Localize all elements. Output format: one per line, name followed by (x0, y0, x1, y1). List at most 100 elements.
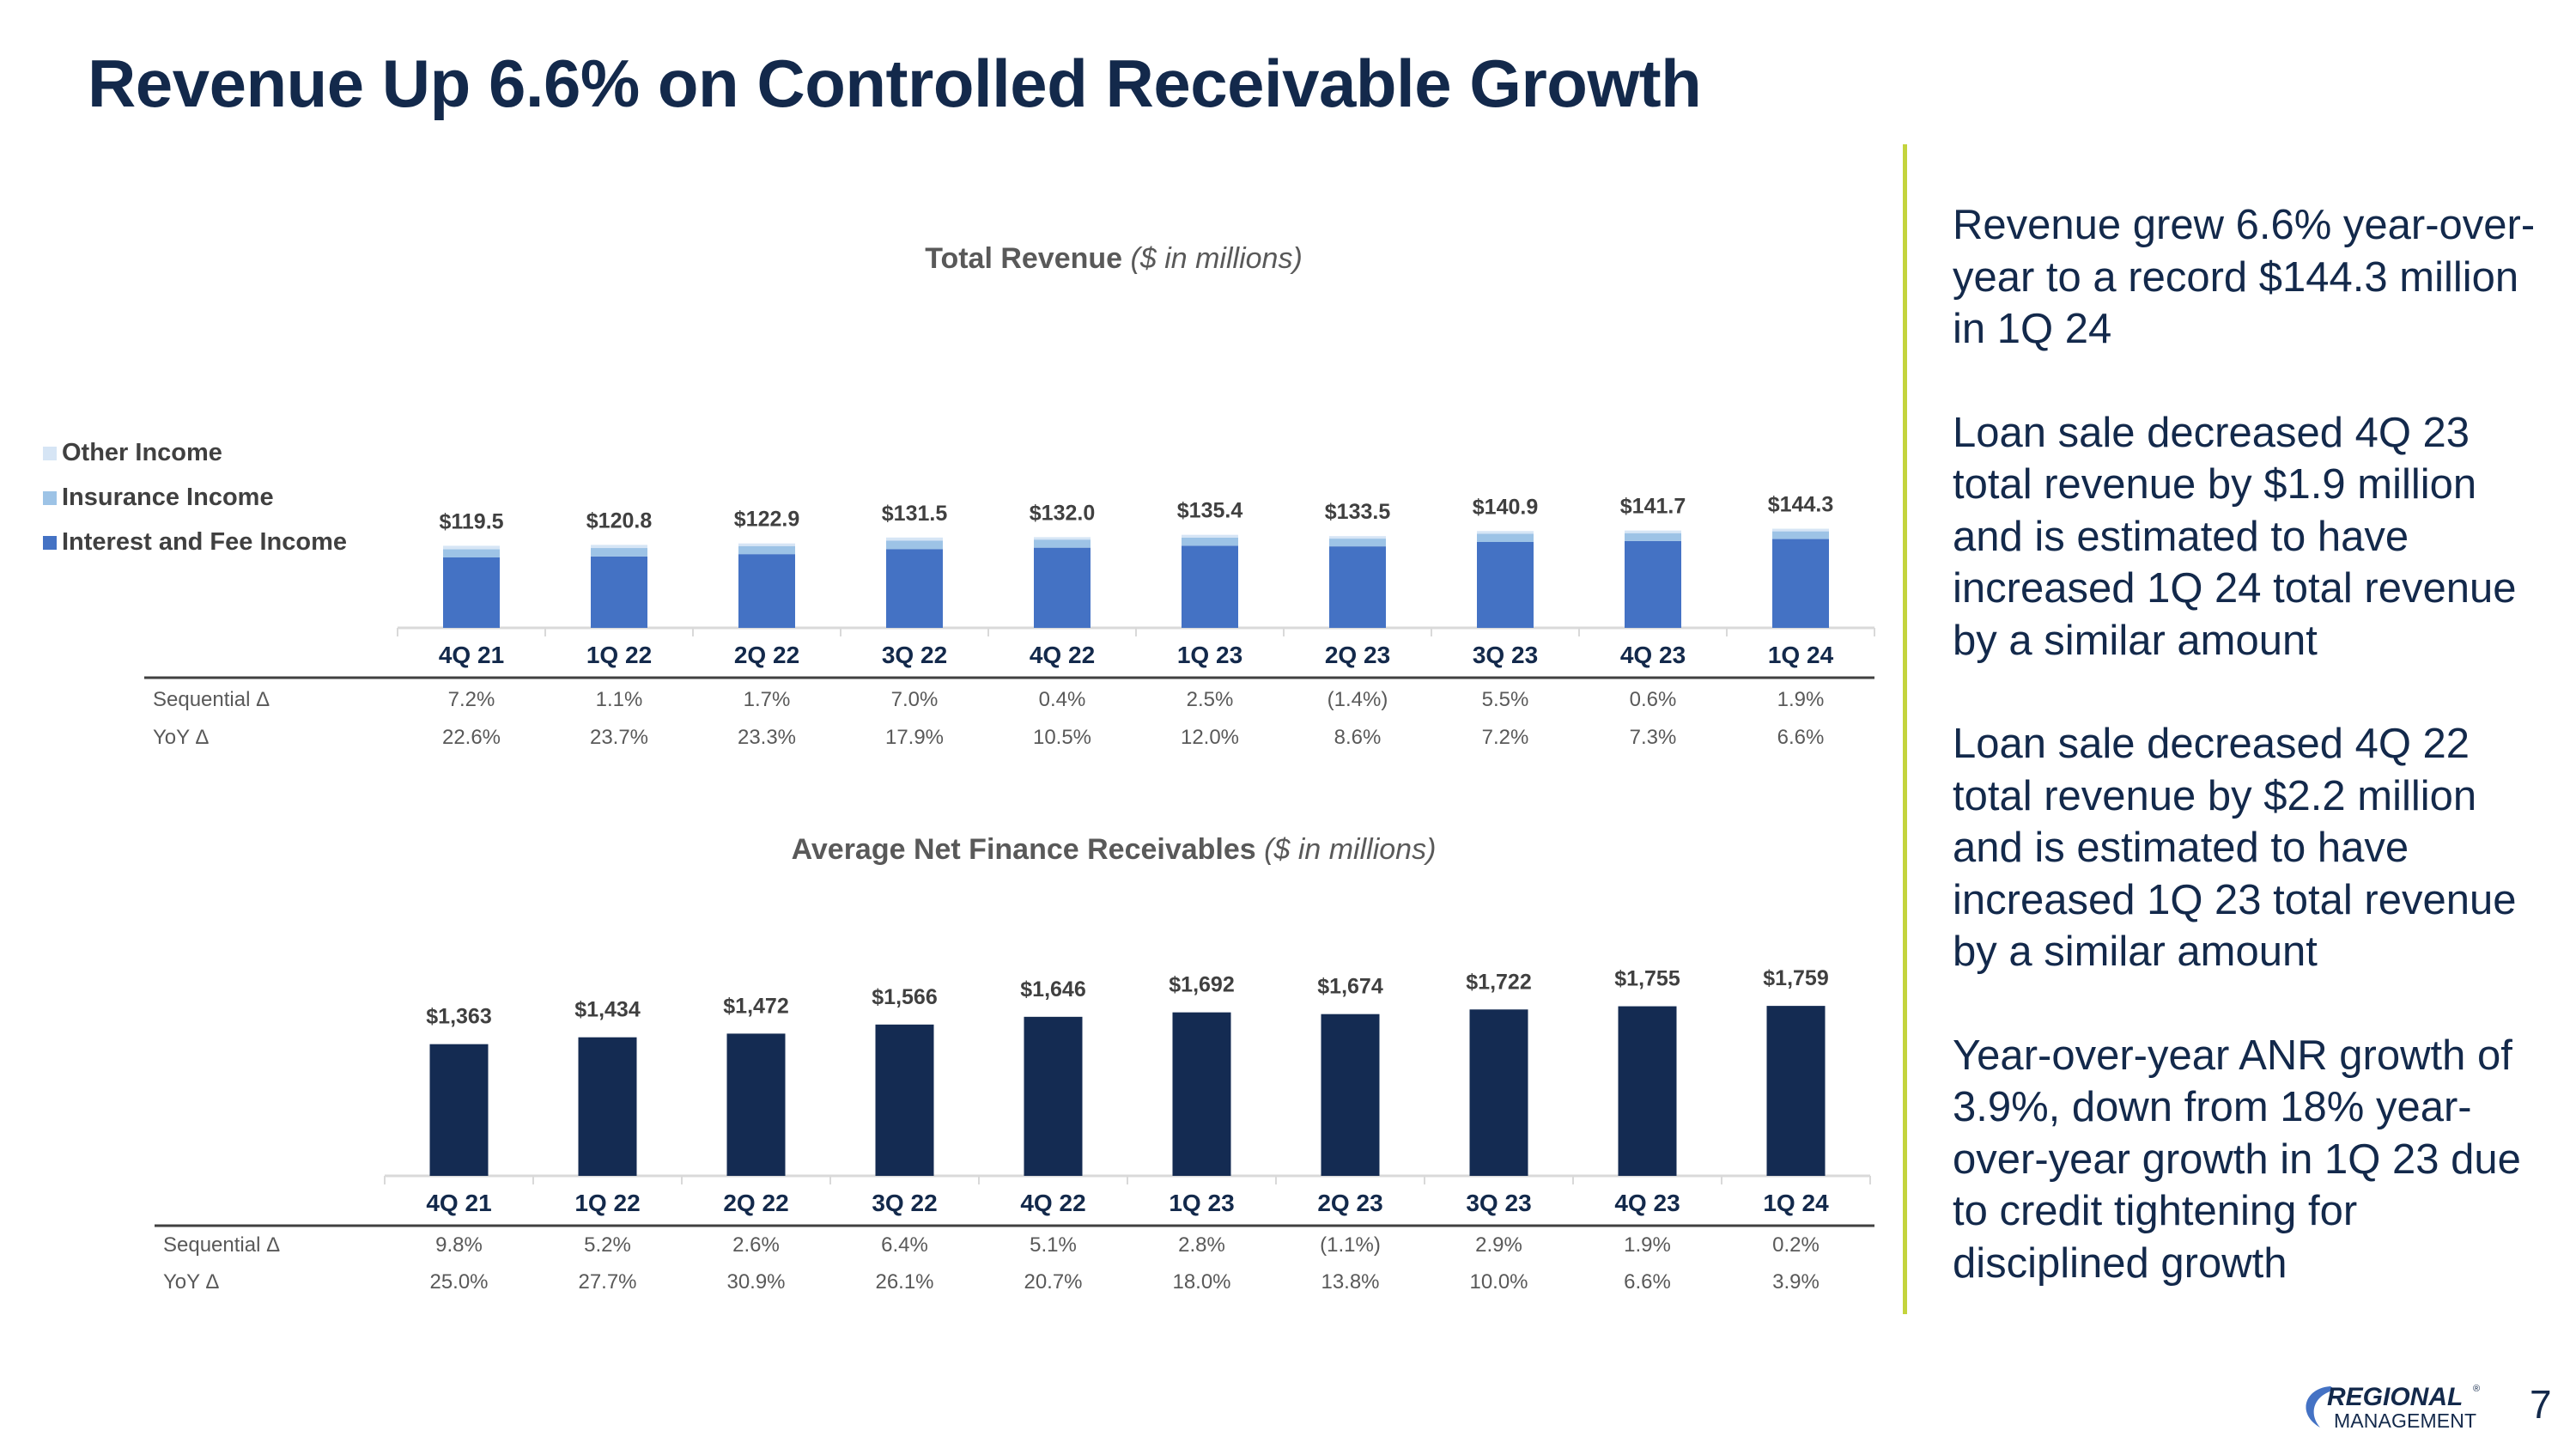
revenue-total-label: $122.9 (734, 508, 799, 532)
revenue-bar-insurance-income (738, 545, 795, 555)
anr-row-label: Sequential Δ (163, 1233, 280, 1257)
anr-value-label: $1,566 (872, 985, 937, 1009)
revenue-total-label: $135.4 (1177, 499, 1243, 523)
anr-bar (578, 1037, 637, 1176)
revenue-bar-other-income (443, 545, 500, 550)
revenue-category-label: 4Q 22 (1030, 642, 1095, 668)
revenue-row-value: (1.4%) (1327, 688, 1388, 711)
revenue-chart-title: Total Revenue ($ in millions) (925, 242, 1303, 275)
revenue-row-value: 7.0% (891, 688, 939, 711)
revenue-bar-insurance-income (1625, 533, 1681, 541)
revenue-total-label: $132.0 (1030, 501, 1095, 525)
revenue-total-label: $120.8 (586, 508, 653, 533)
legend-swatch-other-income (43, 447, 57, 460)
commentary-bullet-loan-sale-4q23: Loan sale decreased 4Q 23 total revenue … (1953, 409, 2517, 664)
legend-label-interest-and-fee-income: Interest and Fee Income (62, 528, 347, 556)
revenue-row-value: 0.6% (1630, 688, 1677, 711)
revenue-category-label: 1Q 23 (1177, 642, 1242, 668)
anr-row-value: 26.1% (875, 1270, 933, 1294)
revenue-category-label: 4Q 23 (1620, 642, 1686, 668)
revenue-bar-other-income (1477, 531, 1534, 534)
commentary-panel: Revenue grew 6.6% year-over-year to a re… (1953, 199, 2545, 1341)
anr-category-label: 3Q 23 (1466, 1190, 1531, 1216)
anr-category-label: 1Q 22 (574, 1190, 640, 1216)
logo-swoosh-icon (2306, 1386, 2336, 1428)
anr-row-value: 1.9% (1624, 1233, 1671, 1257)
anr-category-label: 3Q 22 (872, 1190, 937, 1216)
page-number: 7 (2530, 1382, 2552, 1427)
revenue-row-value: 10.5% (1033, 726, 1091, 749)
revenue-row-value: 8.6% (1334, 726, 1382, 749)
revenue-bar-interest-and-fee-income (1772, 539, 1829, 628)
revenue-bar-interest-and-fee-income (591, 556, 647, 628)
revenue-row-label: Sequential Δ (153, 688, 270, 711)
revenue-bar-interest-and-fee-income (1182, 545, 1238, 628)
anr-bar (1321, 1014, 1380, 1176)
revenue-total-label: $119.5 (439, 509, 503, 533)
revenue-row-label: YoY Δ (153, 726, 209, 749)
anr-row-value: 9.8% (435, 1233, 483, 1257)
revenue-row-value: 7.2% (448, 688, 495, 711)
anr-bar (1618, 1006, 1677, 1176)
anr-row-value: 6.4% (881, 1233, 928, 1257)
slide-title: Revenue Up 6.6% on Controlled Receivable… (88, 46, 1702, 121)
revenue-bar-insurance-income (1034, 539, 1091, 548)
revenue-bar-insurance-income (886, 540, 943, 550)
revenue-category-label: 1Q 24 (1768, 642, 1834, 668)
revenue-bar-other-income (591, 545, 647, 549)
revenue-row-value: 5.5% (1482, 688, 1529, 711)
revenue-bar-interest-and-fee-income (1034, 547, 1091, 628)
anr-row-value: 27.7% (578, 1270, 636, 1294)
revenue-category-label: 2Q 22 (734, 642, 799, 668)
revenue-row-value: 6.6% (1777, 726, 1825, 749)
charts-canvas: Total Revenue ($ in millions) $119.5 4Q 21… (43, 242, 1875, 1294)
anr-row-value: 25.0% (429, 1270, 488, 1294)
revenue-row-value: 1.9% (1777, 688, 1825, 711)
revenue-row-value: 1.7% (744, 688, 791, 711)
revenue-category-label: 2Q 23 (1325, 642, 1390, 668)
revenue-bar-other-income (738, 543, 795, 546)
revenue-total-label: $131.5 (882, 502, 948, 526)
anr-row-value: 13.8% (1321, 1270, 1379, 1294)
anr-row-value: 20.7% (1024, 1270, 1082, 1294)
anr-bar (1766, 1006, 1826, 1176)
revenue-bar-other-income (886, 537, 943, 541)
legend-swatch-insurance-income (43, 491, 57, 505)
revenue-bar-other-income (1034, 537, 1091, 540)
commentary-bullet-anr-growth: Year-over-year ANR growth of 3.9%, down … (1953, 1032, 2521, 1287)
anr-bar (726, 1033, 786, 1176)
anr-category-label: 1Q 24 (1763, 1190, 1829, 1216)
revenue-row-value: 23.7% (590, 726, 648, 749)
logo-line1: REGIONAL (2327, 1383, 2463, 1411)
commentary-bullet-loan-sale-4q22: Loan sale decreased 4Q 22 total revenue … (1953, 721, 2517, 975)
revenue-row-value: 0.4% (1039, 688, 1086, 711)
revenue-bar-insurance-income (591, 548, 647, 557)
revenue-row-value: 22.6% (442, 726, 501, 749)
legend-label-other-income: Other Income (62, 439, 222, 466)
revenue-bar-insurance-income (1772, 531, 1829, 539)
revenue-bar-other-income (1772, 528, 1829, 532)
anr-row-value: 3.9% (1772, 1270, 1820, 1294)
anr-row-value: 18.0% (1172, 1270, 1230, 1294)
revenue-bar-other-income (1625, 530, 1681, 533)
revenue-category-label: 4Q 21 (439, 642, 504, 668)
anr-category-label: 4Q 23 (1614, 1190, 1680, 1216)
anr-category-label: 4Q 21 (426, 1190, 491, 1216)
anr-bar (875, 1024, 934, 1176)
revenue-total-label: $140.9 (1473, 495, 1538, 519)
accent-divider (1903, 144, 1907, 1314)
revenue-total-label: $133.5 (1325, 500, 1391, 524)
anr-row-value: (1.1%) (1320, 1233, 1381, 1257)
anr-value-label: $1,759 (1763, 966, 1828, 990)
logo-line2: MANAGEMENT (2334, 1409, 2476, 1432)
revenue-bar-other-income (1182, 534, 1238, 538)
revenue-row-value: 2.5% (1187, 688, 1234, 711)
anr-bar (1172, 1012, 1231, 1176)
revenue-total-label: $144.3 (1768, 493, 1833, 517)
revenue-row-value: 7.3% (1630, 726, 1677, 749)
revenue-bar-insurance-income (1182, 537, 1238, 546)
revenue-bar-other-income (1329, 536, 1386, 539)
revenue-category-label: 3Q 22 (882, 642, 947, 668)
anr-category-label: 4Q 22 (1020, 1190, 1085, 1216)
revenue-bar-interest-and-fee-income (738, 554, 795, 628)
